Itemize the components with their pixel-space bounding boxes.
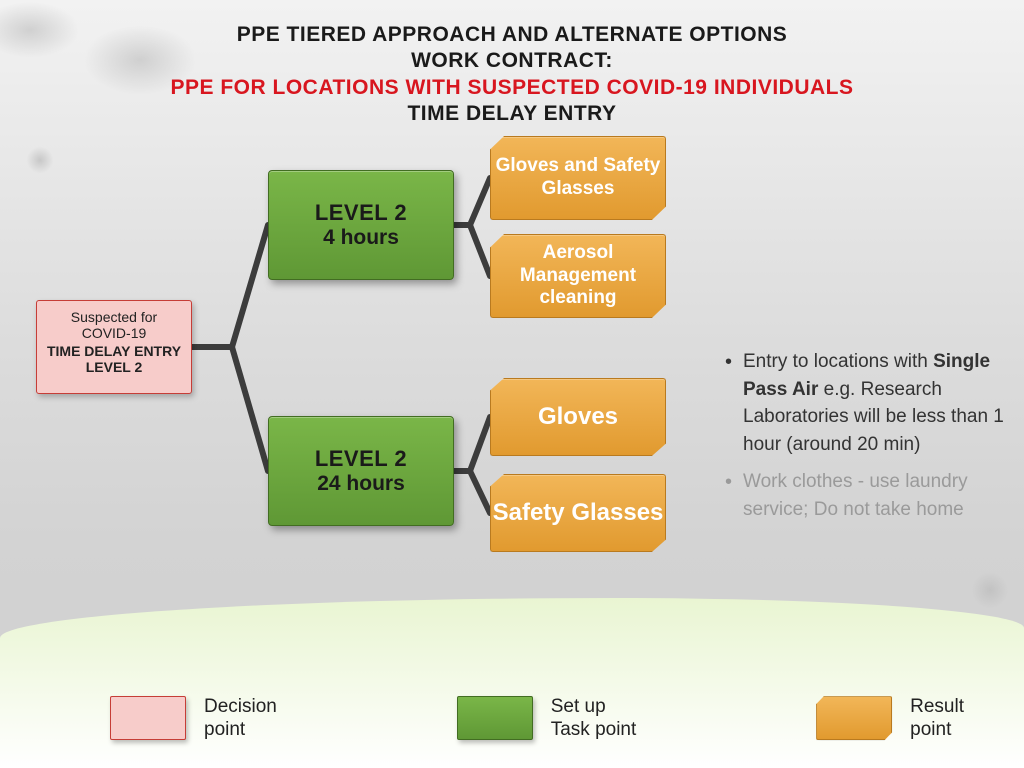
result-safety-glasses: Safety Glasses xyxy=(490,474,666,552)
result-label: Gloves xyxy=(491,403,665,432)
legend-decision: Decision point xyxy=(110,695,277,743)
result-gloves-safety-glasses: Gloves and Safety Glasses xyxy=(490,136,666,220)
legend: Decision point Set up Task point Result … xyxy=(110,695,964,743)
note-2: Work clothes - use laundry service; Do n… xyxy=(725,468,1005,523)
note-1: Entry to locations with Single Pass Air … xyxy=(725,348,1005,458)
legend-swatch-decision xyxy=(110,696,186,740)
legend-swatch-task xyxy=(457,696,533,740)
legend-task: Set up Task point xyxy=(457,695,637,743)
result-label: Gloves and Safety Glasses xyxy=(491,155,665,201)
title-line-1: PPE TIERED APPROACH AND ALTERNATE OPTION… xyxy=(0,22,1024,48)
result-label: Safety Glasses xyxy=(491,499,665,528)
legend-result: Result point xyxy=(816,695,964,743)
title-line-4: TIME DELAY ENTRY xyxy=(0,101,1024,127)
result-gloves: Gloves xyxy=(490,378,666,456)
legend-swatch-result xyxy=(816,696,892,740)
side-notes: Entry to locations with Single Pass Air … xyxy=(725,348,1005,533)
decision-text-bottom: TIME DELAY ENTRY LEVEL 2 xyxy=(37,341,191,385)
legend-label: Decision point xyxy=(204,695,277,743)
task-title: LEVEL 2 xyxy=(269,200,453,226)
legend-label: Result point xyxy=(910,695,964,743)
task-node-4hours: LEVEL 2 4 hours xyxy=(268,170,454,280)
slide-title: PPE TIERED APPROACH AND ALTERNATE OPTION… xyxy=(0,22,1024,127)
task-subtitle: 24 hours xyxy=(269,472,453,496)
background-wave xyxy=(0,598,1024,768)
task-subtitle: 4 hours xyxy=(269,226,453,250)
task-title: LEVEL 2 xyxy=(269,446,453,472)
decision-node: Suspected for COVID-19 TIME DELAY ENTRY … xyxy=(36,300,192,394)
decision-text-top: Suspected for COVID-19 xyxy=(37,301,191,341)
title-line-2: WORK CONTRACT: xyxy=(0,48,1024,74)
title-line-3: PPE FOR LOCATIONS WITH SUSPECTED COVID-1… xyxy=(0,75,1024,101)
result-aerosol: Aerosol Management cleaning xyxy=(490,234,666,318)
legend-label: Set up Task point xyxy=(551,695,637,743)
result-label: Aerosol Management cleaning xyxy=(491,242,665,310)
task-node-24hours: LEVEL 2 24 hours xyxy=(268,416,454,526)
